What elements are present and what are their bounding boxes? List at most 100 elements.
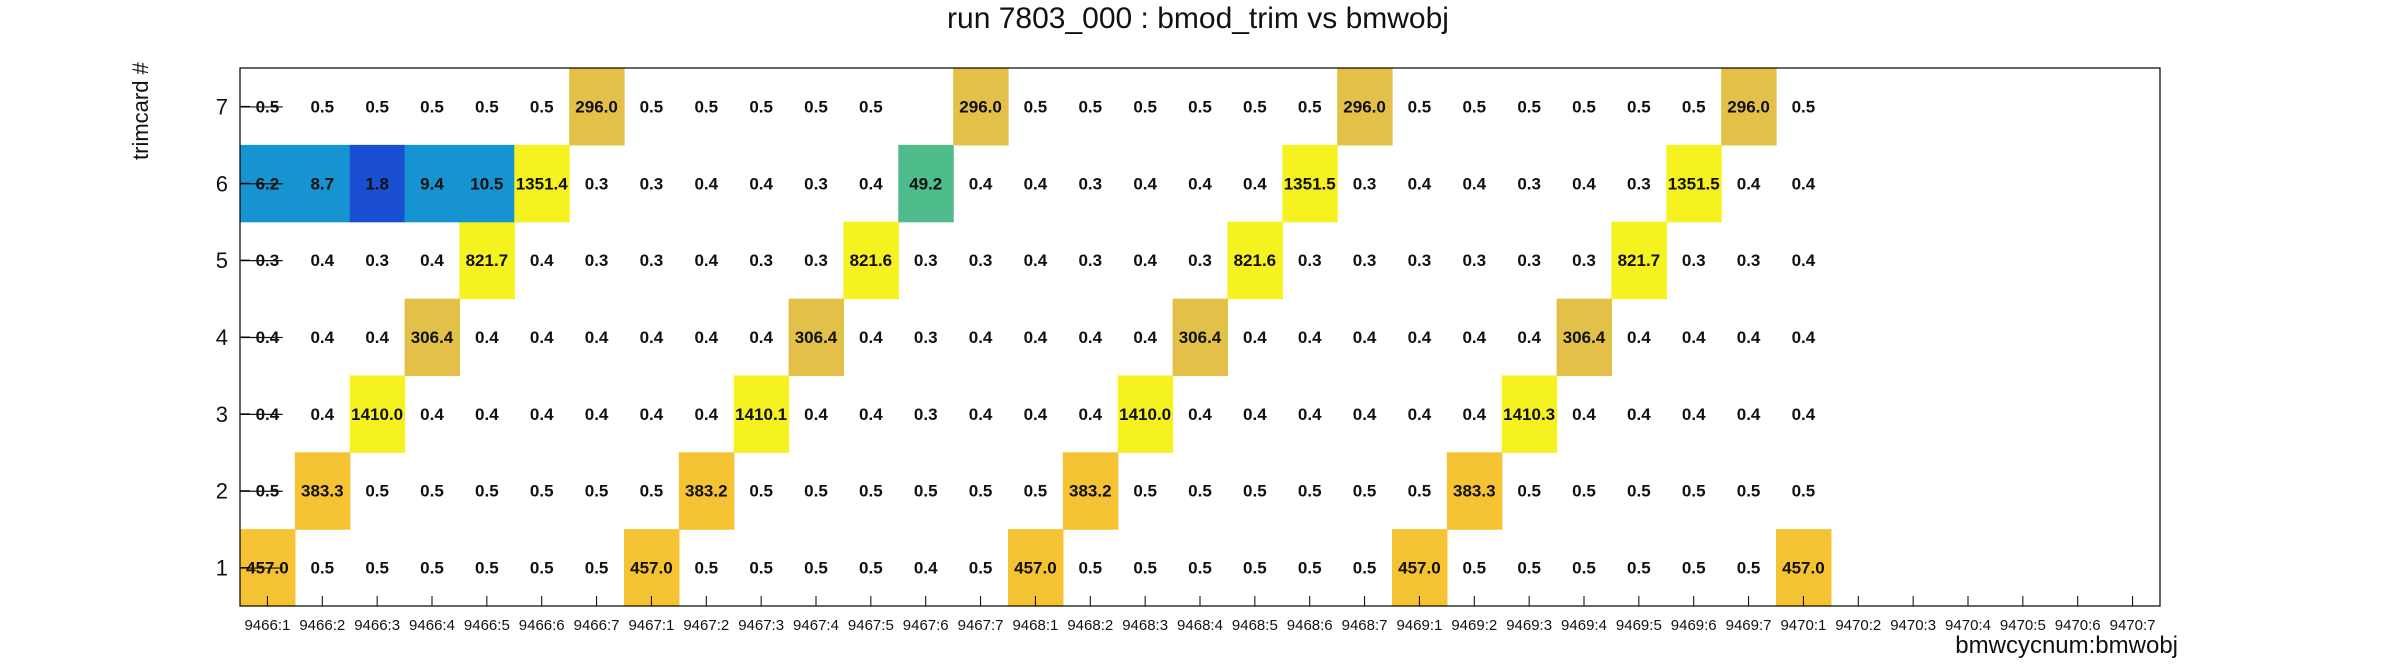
cell-value-label: 0.4 <box>1024 405 1048 424</box>
heatmap-cell <box>733 375 790 453</box>
cell-value-label: 0.3 <box>1517 251 1541 270</box>
cell-value-label: 0.4 <box>1462 405 1486 424</box>
cell-value-label: 0.3 <box>1517 174 1541 193</box>
cell-value-label: 0.4 <box>420 405 444 424</box>
heatmap-cell <box>843 221 899 300</box>
cell-value-label: 0.5 <box>640 97 664 116</box>
cell-value-label: 0.4 <box>1024 251 1048 270</box>
cell-value-label: 0.4 <box>859 405 883 424</box>
x-tick-label: 9466:2 <box>299 617 345 634</box>
cell-value-label: 0.5 <box>365 97 389 116</box>
cell-value-label: 0.5 <box>1627 97 1651 116</box>
cell-value-label: 0.3 <box>1737 251 1761 270</box>
cell-value-label: 0.5 <box>1517 482 1541 501</box>
cell-value-label: 0.4 <box>1682 405 1706 424</box>
cell-value-label: 0.4 <box>640 405 664 424</box>
cell-value-label: 0.3 <box>365 251 389 270</box>
cell-value-label: 0.3 <box>640 251 664 270</box>
cell-value-label: 0.4 <box>1353 405 1377 424</box>
cell-value-label: 296.0 <box>575 97 618 116</box>
cell-value-label: 0.5 <box>1243 559 1267 578</box>
cell-value-label: 0.5 <box>749 482 773 501</box>
cell-value-label: 1351.5 <box>1668 174 1720 193</box>
cell-value-label: 0.5 <box>804 97 828 116</box>
cell-value-label: 0.5 <box>969 559 993 578</box>
cell-value-label: 0.5 <box>1353 559 1377 578</box>
cell-value-label: 0.4 <box>1792 174 1816 193</box>
x-tick-label: 9467:6 <box>903 617 949 634</box>
heatmap-cell <box>404 144 461 223</box>
cell-value-label: 0.3 <box>1078 174 1102 193</box>
cell-value-label: 0.5 <box>1462 97 1486 116</box>
cell-value-label: 0.5 <box>694 97 718 116</box>
x-tick-label: 9469:3 <box>1506 617 1552 634</box>
cell-value-label: 0.4 <box>1737 328 1761 347</box>
cell-value-label: 0.4 <box>1133 174 1157 193</box>
cell-value-label: 0.5 <box>585 482 609 501</box>
heatmap-cell <box>569 68 625 146</box>
cell-value-label: 0.4 <box>365 328 389 347</box>
cell-value-label: 0.4 <box>1078 328 1102 347</box>
cell-value-label: 0.3 <box>1572 251 1596 270</box>
cell-value-label: 0.4 <box>914 559 938 578</box>
cell-value-label: 0.4 <box>1243 174 1267 193</box>
cell-value-label: 0.3 <box>914 405 938 424</box>
cell-value-label: 296.0 <box>959 97 1002 116</box>
y-tick-label: 3 <box>216 402 228 427</box>
cell-value-label: 0.5 <box>1243 97 1267 116</box>
x-tick-label: 9467:5 <box>848 617 894 634</box>
cell-value-label: 306.4 <box>1179 328 1222 347</box>
x-axis-title: bmwcycnum:bmwobj <box>1955 632 2178 659</box>
cell-value-label: 0.4 <box>1024 328 1048 347</box>
heatmap-cell <box>1611 221 1667 300</box>
x-tick-label: 9468:6 <box>1287 617 1333 634</box>
cell-value-label: 0.5 <box>530 482 554 501</box>
cell-value-label: 296.0 <box>1343 97 1386 116</box>
cell-value-label: 0.5 <box>1572 482 1596 501</box>
cell-value-label: 0.3 <box>1353 251 1377 270</box>
cell-value-label: 306.4 <box>411 328 454 347</box>
cell-value-label: 0.4 <box>1243 328 1267 347</box>
cell-value-label: 1410.0 <box>351 405 403 424</box>
cell-value-label: 0.4 <box>859 174 883 193</box>
heatmap-cell <box>1172 298 1229 377</box>
cell-value-label: 306.4 <box>795 328 838 347</box>
cell-value-label: 0.5 <box>1024 482 1048 501</box>
cell-value-label: 383.2 <box>1069 482 1112 501</box>
x-tick-label: 9470:5 <box>2000 617 2046 634</box>
cell-value-label: 0.4 <box>1572 405 1596 424</box>
cell-value-label: 0.5 <box>1133 482 1157 501</box>
cell-value-label: 0.3 <box>1298 251 1322 270</box>
cell-value-label: 0.4 <box>1133 328 1157 347</box>
x-tick-label: 9470:1 <box>1780 617 1826 634</box>
cell-value-label: 0.5 <box>1133 97 1157 116</box>
cell-value-label: 49.2 <box>909 174 942 193</box>
chart-title: run 7803_000 : bmod_trim vs bmwobj <box>947 2 1449 35</box>
cell-value-label: 0.5 <box>1024 97 1048 116</box>
heatmap-cell <box>459 144 515 223</box>
cell-value-label: 0.4 <box>1792 251 1816 270</box>
cell-value-label: 0.4 <box>749 174 773 193</box>
cell-value-label: 0.5 <box>1572 97 1596 116</box>
cell-value-label: 0.5 <box>749 97 773 116</box>
x-tick-label: 9468:3 <box>1122 617 1168 634</box>
cell-value-label: 0.3 <box>914 328 938 347</box>
cell-value-label: 0.4 <box>804 405 828 424</box>
cell-value-label: 0.4 <box>640 328 664 347</box>
cell-value-label: 0.5 <box>585 559 609 578</box>
y-tick-label: 2 <box>216 479 228 504</box>
cell-value-label: 0.4 <box>1408 174 1432 193</box>
cell-value-label: 0.3 <box>804 251 828 270</box>
cell-value-label: 0.5 <box>530 559 554 578</box>
cell-value-label: 457.0 <box>1398 559 1441 578</box>
labels-layer: 457.0 0.5 0.5 0.5 0.5 0.5 0.5 457.0 0.5 0.5 0.5 0.5… <box>240 97 1825 578</box>
cell-value-label: 821.7 <box>466 251 509 270</box>
cells-layer <box>240 68 1832 607</box>
cell-value-label: 0.5 <box>310 559 334 578</box>
cell-value-label: 0.5 <box>1188 482 1212 501</box>
heatmap-cell <box>1446 452 1503 530</box>
cell-value-label: 0.5 <box>1462 559 1486 578</box>
x-tick-label: 9469:4 <box>1561 617 1607 634</box>
cell-value-label: 0.4 <box>530 405 554 424</box>
cell-value-label: 0.5 <box>1682 97 1706 116</box>
